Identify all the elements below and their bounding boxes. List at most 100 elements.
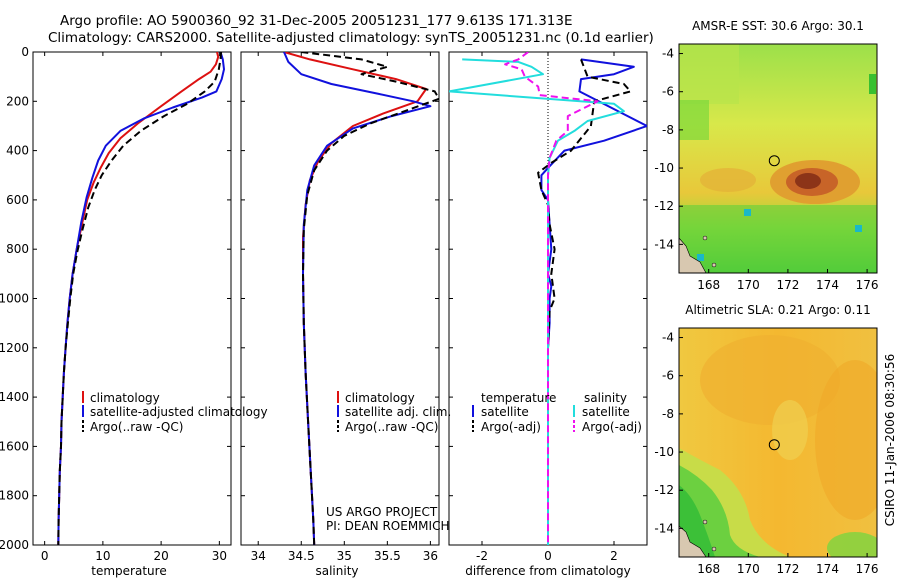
sla-island-1: [702, 519, 708, 525]
x-tick-label: 34: [251, 549, 266, 563]
series-line-salinity-argo-adj: [504, 52, 599, 545]
credit-line-1: US ARGO PROJECT: [326, 505, 438, 519]
map-y-tick-label: -6: [662, 85, 674, 99]
map-x-tick-label: 168: [697, 278, 720, 292]
y-tick-label: 200: [6, 94, 29, 108]
map-x-tick-label: 174: [816, 278, 839, 292]
legend-heading-temperature: temperature: [481, 391, 556, 405]
sst-island-2: [711, 262, 717, 268]
x-tick-label: 30: [212, 549, 227, 563]
legend-heading-salinity: salinity: [584, 391, 627, 405]
sla-high-north: [700, 335, 840, 425]
sst-warm-core-inner: [795, 173, 821, 189]
series-line-temperature-argo-adj: [537, 59, 632, 545]
sla-island-2: [711, 546, 717, 552]
map-x-tick-label: 176: [856, 278, 879, 292]
y-tick-label: 0: [21, 45, 29, 59]
sst-map-box: [678, 43, 878, 274]
legend-label-sal-argo: Argo(-adj): [582, 420, 642, 434]
map-x-tick-label: 170: [737, 562, 760, 576]
temperature-panel: 0 10 20 30 0 200 400 600 800 1000 1200 1400 1600 1800…: [0, 45, 268, 578]
figure-title-line-2: Climatology: CARS2000. Satellite-adjuste…: [48, 30, 654, 46]
map-y-tick-label: -14: [654, 237, 674, 251]
figure-title-line-1: Argo profile: AO 5900360_92 31-Dec-2005 …: [60, 13, 573, 29]
sla-argo-float-marker: [768, 439, 780, 451]
x-tick-label: 36: [423, 549, 438, 563]
legend-label-argo: Argo(..raw -QC): [345, 420, 438, 434]
map-x-tick-label: 176: [856, 562, 879, 576]
x-tick-label: 10: [95, 549, 110, 563]
sla-high-ne: [815, 360, 877, 520]
sla-land-mask: [679, 525, 707, 557]
sst-map-title: AMSR-E SST: 30.6 Argo: 30.1: [692, 19, 864, 33]
series-line-satellite-adj-clim: [283, 52, 432, 545]
series-line-argo-raw-qc: [57, 52, 223, 545]
y-tick-label: 1600: [0, 439, 29, 453]
x-tick-label: 34.5: [288, 549, 315, 563]
salinity-axes-box: [240, 51, 440, 546]
y-tick-label: 600: [6, 193, 29, 207]
map-y-tick-label: -12: [654, 199, 674, 213]
map-x-tick-label: 172: [776, 562, 799, 576]
map-y-tick-label: -4: [662, 47, 674, 61]
sst-land-mask: [679, 237, 707, 273]
legend-label-sal-satellite: satellite: [582, 405, 630, 419]
x-tick-label: -2: [476, 549, 488, 563]
timestamp: CSIRO 11-Jan-2006 08:30:56: [883, 354, 897, 526]
sla-low-center: [772, 400, 808, 460]
temperature-axes-box: [32, 51, 232, 546]
map-x-tick-label: 172: [776, 278, 799, 292]
sla-low-south: [827, 532, 877, 557]
difference-legend: temperature satellite Argo(-adj) salinit…: [472, 391, 642, 434]
map-y-tick-label: -12: [654, 483, 674, 497]
salinity-xlabel: salinity: [315, 564, 358, 578]
difference-panel: -2 0 2 difference from climatology tempera…: [448, 51, 648, 578]
salinity-legend: climatology satellite adj. clim. Argo(..…: [337, 391, 451, 434]
difference-xlabel: difference from climatology: [465, 564, 631, 578]
sst-cyan-pixel-2: [855, 225, 862, 232]
legend-label-climatology: climatology: [345, 391, 415, 405]
legend-label-temp-satellite: satellite: [481, 405, 529, 419]
sst-cyan-pixel-3: [697, 254, 704, 261]
legend-label-argo: Argo(..raw -QC): [90, 420, 183, 434]
sst-cyan-pixel-1: [744, 209, 751, 216]
y-tick-label: 1400: [0, 390, 29, 404]
map-y-tick-label: -8: [662, 123, 674, 137]
series-line-temperature-satellite: [540, 58, 647, 545]
sst-patch-cool: [679, 44, 739, 104]
legend-label-satellite-adj: satellite adj. clim.: [345, 405, 451, 419]
y-tick-label: 800: [6, 242, 29, 256]
y-tick-label: 1800: [0, 489, 29, 503]
map-y-tick-label: -8: [662, 407, 674, 421]
salinity-panel: 34 34.5 35 35.5 36 salinity climatology sate…: [240, 51, 451, 578]
map-y-tick-label: -4: [662, 331, 674, 345]
sst-warm-patch-west: [700, 168, 756, 192]
map-y-tick-label: -10: [654, 445, 674, 459]
map-x-tick-label: 174: [816, 562, 839, 576]
map-y-tick-label: -6: [662, 369, 674, 383]
sst-argo-float-marker: [768, 155, 780, 167]
x-tick-label: 35.5: [374, 549, 401, 563]
y-tick-label: 1000: [0, 292, 29, 306]
x-tick-label: 20: [153, 549, 168, 563]
x-tick-label: 2: [610, 549, 618, 563]
temperature-xlabel: temperature: [91, 564, 166, 578]
series-line-salinity-satellite: [449, 58, 625, 545]
x-tick-label: 0: [544, 549, 552, 563]
sla-map-title: Altimetric SLA: 0.21 Argo: 0.11: [685, 303, 870, 317]
sst-map-panel: AMSR-E SST: 30.6 Argo: 30.1 168 170 172 174…: [654, 19, 878, 292]
sla-map-box: [678, 327, 878, 558]
y-tick-label: 2000: [0, 538, 29, 552]
sst-island-1: [702, 235, 708, 241]
temperature-legend: climatology satellite-adjusted climatolo…: [82, 391, 268, 434]
map-x-tick-label: 168: [697, 562, 720, 576]
credit-line-2: PI: DEAN ROEMMICH: [326, 519, 449, 533]
series-line-satellite-adjusted-climatology: [57, 52, 225, 545]
map-x-tick-label: 170: [737, 278, 760, 292]
y-tick-label: 400: [6, 144, 29, 158]
sst-patch-green-nw: [679, 100, 709, 140]
x-tick-label: 35: [337, 549, 352, 563]
sst-green-south: [679, 205, 877, 273]
x-tick-label: 0: [41, 549, 49, 563]
